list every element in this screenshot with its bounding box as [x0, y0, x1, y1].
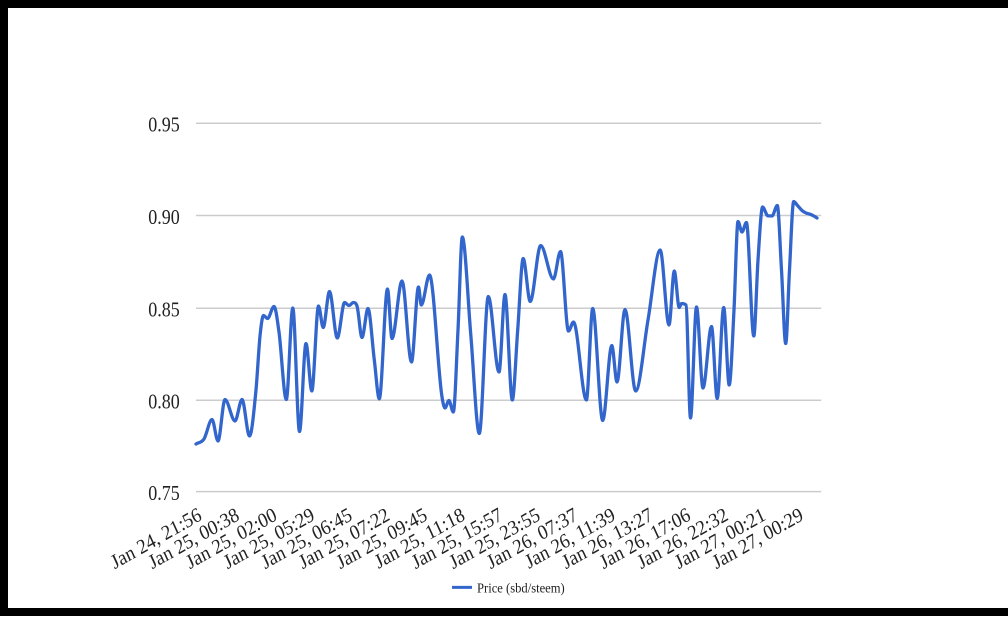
svg-text:0.75: 0.75 — [148, 482, 180, 505]
svg-text:Price (sbd/steem): Price (sbd/steem) — [477, 580, 565, 596]
svg-text:0.95: 0.95 — [148, 114, 180, 137]
svg-text:0.80: 0.80 — [148, 391, 180, 414]
svg-text:0.90: 0.90 — [148, 206, 180, 229]
svg-text:0.85: 0.85 — [148, 299, 180, 322]
